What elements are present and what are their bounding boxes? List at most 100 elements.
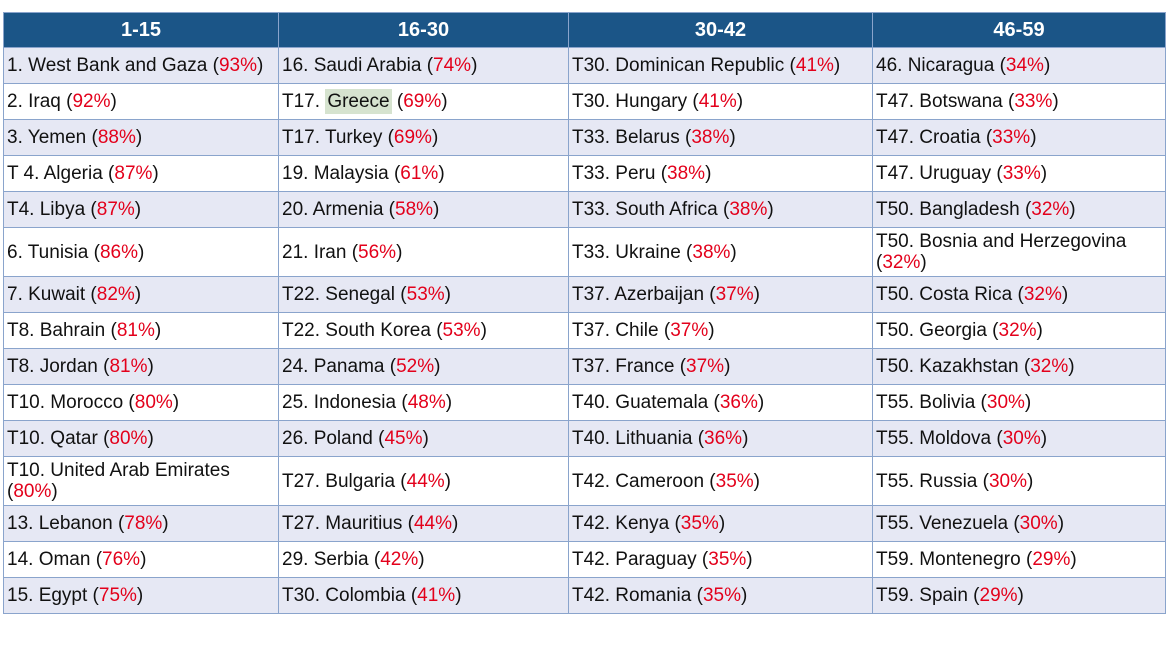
- percentage: 78%: [124, 513, 163, 534]
- table-cell: 15. Egypt (75%): [3, 577, 279, 614]
- table-cell: T22. South Korea (53%): [278, 312, 569, 349]
- cell-text: T47. Croatia (: [876, 127, 993, 148]
- cell-text: ): [1061, 284, 1069, 305]
- header-row: 1-15 16-30 30-42 46-59: [3, 12, 1166, 48]
- table-row: T10. Qatar (80%) 26. Poland (45%) T40. Lit…: [3, 420, 1166, 457]
- percentage: 30%: [1019, 513, 1058, 534]
- percentage: 44%: [413, 513, 453, 534]
- table-cell: T55. Bolivia (30%): [872, 384, 1166, 421]
- table-cell: 7. Kuwait (82%): [3, 276, 279, 313]
- table-cell: 25. Indonesia (48%): [278, 384, 569, 421]
- percentage: 44%: [406, 470, 445, 492]
- cell-text: 19. Malaysia (: [282, 163, 401, 184]
- cell-text: T10. Qatar (: [7, 428, 110, 449]
- cell-text: 7. Kuwait (: [7, 284, 97, 305]
- percentage: 58%: [395, 199, 434, 220]
- percentage: 32%: [998, 320, 1037, 341]
- cell-text: 13. Lebanon (: [7, 513, 125, 534]
- cell-text: ): [753, 470, 760, 492]
- cell-text: ): [742, 428, 749, 449]
- table-cell: 14. Oman (76%): [3, 541, 279, 578]
- cell-text: T30. Hungary (: [572, 91, 699, 112]
- table-body: 1. West Bank and Gaza (93%) 16. Saudi Ara…: [3, 47, 1166, 614]
- table-cell: 13. Lebanon (78%): [3, 505, 279, 542]
- cell-text: T59. Montenegro (: [876, 549, 1033, 570]
- table-cell: T37. France (37%): [568, 348, 873, 385]
- percentage: 61%: [400, 163, 439, 184]
- table-cell: 26. Poland (45%): [278, 420, 569, 457]
- percentage: 38%: [667, 163, 706, 184]
- cell-text: ): [1036, 320, 1043, 341]
- percentage: 37%: [686, 356, 725, 377]
- percentage: 38%: [692, 241, 731, 263]
- percentage: 32%: [882, 252, 921, 273]
- cell-text: ): [134, 199, 142, 220]
- percentage: 53%: [406, 284, 445, 305]
- cell-text: T 4. Algeria (: [7, 163, 115, 184]
- cell-text: ): [708, 320, 715, 341]
- cell-text: ): [422, 428, 429, 449]
- percentage: 56%: [358, 241, 397, 263]
- percentage: 30%: [988, 470, 1028, 492]
- percentage: 92%: [72, 91, 111, 112]
- percentage: 38%: [729, 199, 768, 220]
- table-cell: T27. Bulgaria (44%): [278, 456, 569, 506]
- cell-text: ): [1052, 91, 1059, 112]
- table-row: 2. Iraq (92%) T17. Greece (69%) T30. Hunga…: [3, 83, 1166, 120]
- cell-text: ): [757, 392, 765, 413]
- table-cell: 6. Tunisia (86%): [3, 227, 279, 277]
- cell-text: ): [1024, 392, 1032, 413]
- cell-text: ): [137, 241, 145, 263]
- cell-text: ): [1017, 585, 1024, 606]
- percentage: 86%: [99, 241, 138, 263]
- table-row: 1. West Bank and Gaza (93%) 16. Saudi Ara…: [3, 47, 1166, 84]
- percentage: 33%: [1014, 91, 1053, 112]
- table-wrap: 1-15 16-30 30-42 46-59 1. West Bank and Gaz…: [3, 12, 1166, 614]
- table-row: T10. United Arab Emirates (80%) T27. Bulg…: [3, 456, 1166, 506]
- cell-text: ): [147, 356, 154, 377]
- percentage: 35%: [680, 513, 719, 534]
- cell-text: T50. Kazakhstan (: [876, 356, 1031, 377]
- percentage: 81%: [116, 320, 155, 341]
- table-cell: T4. Libya (87%): [3, 191, 279, 228]
- percentage: 36%: [704, 428, 743, 449]
- cell-text: T42. Paraguay (: [572, 549, 709, 570]
- cell-text: ): [444, 284, 451, 305]
- percentage: 53%: [442, 320, 481, 341]
- cell-text: T27. Mauritius (: [282, 513, 414, 534]
- table-row: 6. Tunisia (86%) 21. Iran (56%) T33. Ukrai…: [3, 227, 1166, 277]
- cell-text: T10. Morocco (: [7, 392, 135, 413]
- cell-text: (: [391, 91, 404, 112]
- table-cell: 16. Saudi Arabia (74%): [278, 47, 569, 84]
- cell-text: T50. Bangladesh (: [876, 199, 1032, 220]
- percentage: 36%: [719, 392, 758, 413]
- cell-text: 2. Iraq (: [7, 91, 73, 112]
- table-cell: T50. Costa Rica (32%): [872, 276, 1166, 313]
- percentage: 80%: [13, 481, 52, 502]
- cell-text: T37. France (: [572, 356, 687, 377]
- cell-text: T55. Venezuela (: [876, 513, 1020, 534]
- table-cell: 29. Serbia (42%): [278, 541, 569, 578]
- table-cell: T30. Hungary (41%): [568, 83, 873, 120]
- percentage: 74%: [433, 55, 472, 76]
- table-row: T8. Jordan (81%) 24. Panama (52%) T37. Fra…: [3, 348, 1166, 385]
- cell-text: T37. Chile (: [572, 320, 671, 341]
- cell-text: ): [729, 127, 736, 148]
- cell-text: 24. Panama (: [282, 356, 397, 377]
- percentage: 80%: [109, 428, 148, 449]
- cell-text: ): [154, 320, 162, 341]
- cell-text: ): [444, 470, 451, 492]
- cell-text: T55. Russia (: [876, 470, 989, 492]
- percentage: 41%: [698, 91, 737, 112]
- percentage: 35%: [702, 585, 741, 606]
- table-row: 7. Kuwait (82%) T22. Senegal (53%) T37. Az…: [3, 276, 1166, 313]
- cell-text: 29. Serbia (: [282, 549, 381, 570]
- cell-text: ): [136, 585, 144, 606]
- percentage: 29%: [1032, 549, 1071, 570]
- table-cell: T33. Belarus (38%): [568, 119, 873, 156]
- table-cell: T42. Romania (35%): [568, 577, 873, 614]
- percentage: 87%: [96, 199, 135, 220]
- cell-text: ): [740, 585, 748, 606]
- cell-text: T50. Costa Rica (: [876, 284, 1024, 305]
- cell-text: T22. Senegal (: [282, 284, 407, 305]
